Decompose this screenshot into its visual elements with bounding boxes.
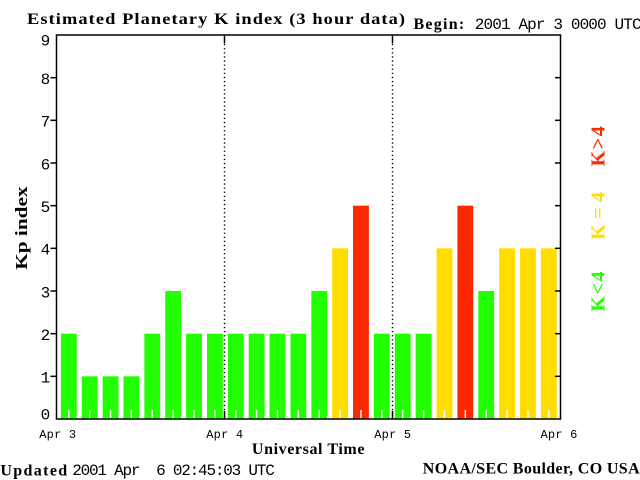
svg-text:1: 1 <box>41 370 51 388</box>
svg-text:3: 3 <box>41 284 51 302</box>
svg-text:Updated: Updated <box>0 463 68 480</box>
svg-text:5: 5 <box>41 199 51 217</box>
svg-text:9: 9 <box>41 33 51 51</box>
svg-text:Estimated Planetary K index (3: Estimated Planetary K index (3 hour data… <box>27 10 406 28</box>
svg-text:4: 4 <box>41 242 51 260</box>
svg-text:Apr 5: Apr 5 <box>374 428 411 442</box>
svg-text:K>4: K>4 <box>588 125 610 167</box>
svg-text:2001 Apr 3 0000 UTC: 2001 Apr 3 0000 UTC <box>475 16 640 34</box>
svg-text:K=4: K=4 <box>588 186 610 239</box>
svg-text:Apr 3: Apr 3 <box>39 428 76 442</box>
svg-text:Universal Time: Universal Time <box>252 441 365 458</box>
svg-text:K<4: K<4 <box>588 270 610 312</box>
svg-text:Apr 4: Apr 4 <box>206 428 243 442</box>
svg-text:NOAA/SEC Boulder, CO USA: NOAA/SEC Boulder, CO USA <box>423 460 640 477</box>
svg-text:6: 6 <box>41 156 51 174</box>
svg-text:Kp index: Kp index <box>13 186 32 270</box>
svg-text:Apr 6: Apr 6 <box>540 428 577 442</box>
svg-text:0: 0 <box>41 407 51 425</box>
svg-text:2001 Apr 6 02:45:03 UTC: 2001 Apr 6 02:45:03 UTC <box>72 462 274 480</box>
svg-text:Begin:: Begin: <box>414 16 466 33</box>
svg-text:2: 2 <box>41 327 51 345</box>
svg-text:8: 8 <box>41 71 51 89</box>
svg-text:7: 7 <box>41 114 51 132</box>
